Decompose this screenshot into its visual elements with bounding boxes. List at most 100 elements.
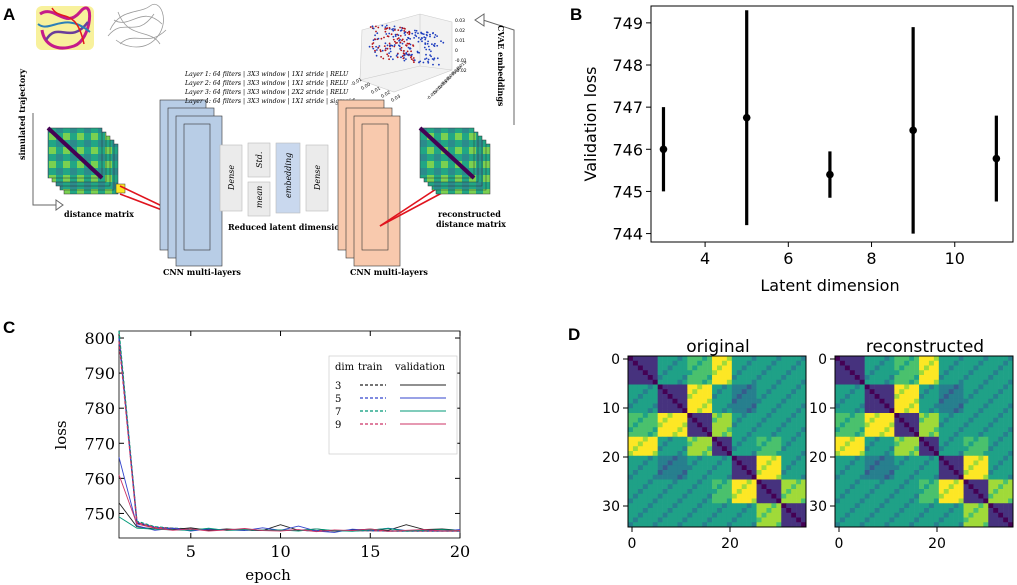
scatter-point bbox=[393, 45, 396, 48]
heatmap-cell bbox=[776, 493, 782, 499]
heatmap-cell bbox=[652, 517, 658, 523]
heatmap-cell bbox=[963, 455, 969, 461]
heatmap-cell bbox=[761, 375, 767, 381]
heatmap-cell bbox=[707, 375, 713, 381]
heatmap-cell bbox=[899, 451, 905, 457]
heatmap-cell bbox=[687, 422, 693, 428]
heatmap-cell bbox=[652, 389, 658, 395]
heatmap-cell bbox=[849, 446, 856, 452]
scatter-point bbox=[393, 44, 396, 46]
heatmap-cell bbox=[731, 484, 738, 490]
heatmap-cell bbox=[894, 522, 900, 528]
heatmap-cell bbox=[998, 498, 1004, 504]
scatter-point bbox=[392, 58, 394, 61]
heatmap-cell bbox=[628, 408, 634, 414]
heatmap-cell bbox=[879, 498, 885, 504]
heatmap-cell bbox=[712, 375, 718, 381]
heatmap-cell bbox=[938, 512, 945, 518]
heatmap-cell bbox=[647, 384, 654, 390]
heatmap-cell bbox=[904, 508, 910, 514]
heatmap-cell bbox=[781, 460, 787, 466]
heatmap-cell bbox=[682, 522, 688, 528]
heatmap-cell bbox=[899, 474, 905, 480]
heatmap-cell bbox=[988, 365, 994, 371]
heatmap-cell bbox=[692, 508, 698, 514]
heatmap-original-frame bbox=[627, 355, 807, 528]
heatmap-cell bbox=[859, 503, 865, 509]
heatmap-cell bbox=[854, 484, 861, 490]
heatmap-cell bbox=[647, 522, 654, 528]
heatmap-cell bbox=[707, 417, 713, 423]
heatmap-cell bbox=[854, 446, 861, 452]
heatmap-cell bbox=[736, 460, 743, 466]
heatmap-cell bbox=[628, 484, 634, 490]
heatmap-cell bbox=[988, 451, 994, 457]
legend-dim-9: 9 bbox=[335, 420, 341, 431]
cnn-right-label: CNN multi-layers bbox=[350, 267, 428, 277]
heatmap-cell bbox=[963, 470, 969, 476]
heatmap-cell bbox=[628, 375, 634, 381]
heatmap-cell bbox=[909, 474, 915, 480]
heatmap-cell bbox=[801, 375, 807, 381]
heatmap-cell bbox=[849, 522, 856, 528]
heatmap-cell bbox=[702, 489, 708, 495]
heatmap-cell bbox=[781, 455, 787, 461]
heatmap-cell bbox=[998, 470, 1004, 476]
heatmap-cell bbox=[662, 436, 668, 442]
heatmap-cell bbox=[933, 441, 940, 447]
heatmap-cell bbox=[647, 498, 654, 504]
heatmap-cell bbox=[761, 427, 767, 433]
heatmap-cell bbox=[801, 517, 807, 523]
heatmap-cell bbox=[889, 436, 895, 442]
heatmap-cell bbox=[796, 408, 802, 414]
heatmap-cell bbox=[839, 403, 846, 409]
heatmap-cell bbox=[736, 508, 743, 514]
scatter-point bbox=[403, 50, 405, 52]
heatmap-cell bbox=[697, 474, 703, 480]
heatmap-cell bbox=[717, 493, 723, 499]
heatmap-cell bbox=[746, 498, 752, 504]
heatmap-cell bbox=[904, 370, 910, 376]
heatmap-cell bbox=[741, 356, 747, 362]
heatmap-cell bbox=[756, 498, 762, 504]
panel-a-diagram: simulated trajectory distance matrix CNN… bbox=[17, 3, 515, 277]
heatmap-cell bbox=[796, 417, 802, 423]
heatmap-cell bbox=[948, 356, 954, 362]
heatmap-cell bbox=[766, 503, 772, 509]
heatmap-cell bbox=[702, 417, 708, 423]
panel-b-marks bbox=[659, 10, 1001, 234]
heatmap-cell bbox=[736, 413, 743, 419]
heatmap-cell bbox=[839, 446, 846, 452]
heatmap-cell bbox=[968, 470, 974, 476]
latent-embedding: embedding bbox=[284, 153, 293, 198]
heatmap-cell bbox=[884, 503, 890, 509]
heatmap-cell bbox=[682, 508, 688, 514]
heatmap-cell bbox=[712, 489, 718, 495]
heatmap-cell bbox=[781, 394, 787, 400]
heatmap-cell bbox=[667, 398, 673, 404]
heatmap-cell bbox=[677, 503, 683, 509]
heatmap-cell bbox=[692, 427, 698, 433]
heatmap-cell bbox=[869, 451, 875, 457]
heatmap-cell bbox=[879, 370, 885, 376]
heatmap-cell bbox=[781, 370, 787, 376]
heatmap-cell bbox=[672, 398, 678, 404]
heatmap-cell bbox=[963, 503, 969, 509]
heatmap-cell bbox=[642, 503, 649, 509]
heatmap-cell bbox=[864, 432, 870, 438]
heatmap-cell bbox=[781, 470, 787, 476]
heatmap-cell bbox=[938, 522, 945, 528]
heatmap-cell bbox=[914, 498, 920, 504]
heatmap-cell bbox=[721, 389, 728, 395]
heatmap-cell bbox=[702, 375, 708, 381]
scatter-point bbox=[384, 49, 387, 52]
heatmap-cell bbox=[756, 403, 762, 409]
heatmap-cell bbox=[707, 413, 713, 419]
heatmap-cell bbox=[859, 455, 865, 461]
heatmap-cell bbox=[953, 422, 959, 428]
heatmap-cell bbox=[884, 479, 890, 485]
heatmap-cell bbox=[632, 417, 639, 423]
scatter-point bbox=[409, 43, 412, 46]
heatmap-cell bbox=[899, 470, 905, 476]
